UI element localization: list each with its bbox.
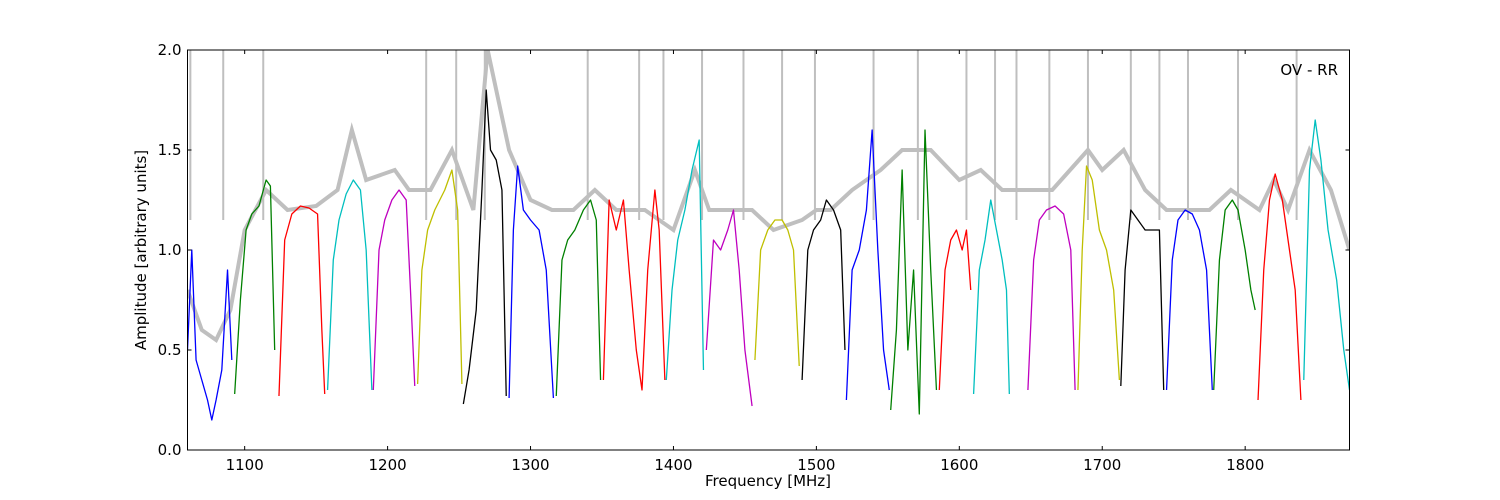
series-line-7 bbox=[462, 89, 507, 405]
x-tick-label: 1600 bbox=[940, 456, 978, 474]
series-line-14 bbox=[801, 199, 846, 381]
y-tick-label: 0.5 bbox=[158, 341, 182, 359]
x-axis-label: Frequency [MHz] bbox=[705, 472, 831, 490]
series-line-17 bbox=[938, 229, 972, 391]
series-line-24 bbox=[1257, 173, 1302, 401]
series-line-4 bbox=[326, 179, 373, 391]
series-line-22 bbox=[1165, 209, 1213, 391]
y-tick-label: 1.0 bbox=[158, 241, 182, 259]
axis-ticks: 1100 1200 1300 1400 1500 1600 1700 1800 0.0 0.5 1.… bbox=[158, 41, 1350, 474]
series-line-9 bbox=[555, 199, 602, 397]
series-line-11 bbox=[665, 139, 705, 381]
series-line-15 bbox=[845, 129, 890, 401]
y-tick-label: 2.0 bbox=[158, 41, 182, 59]
series-line-23 bbox=[1213, 199, 1256, 391]
series-line-25 bbox=[1303, 119, 1350, 391]
x-tick-label: 1200 bbox=[369, 456, 407, 474]
series-line-12 bbox=[705, 209, 753, 407]
y-tick-label: 0.0 bbox=[158, 441, 182, 459]
series-line-8 bbox=[508, 165, 555, 399]
x-tick-label: 1800 bbox=[1226, 456, 1264, 474]
annotation-label: OV - RR bbox=[1280, 61, 1338, 79]
y-tick-label: 1.5 bbox=[158, 141, 182, 159]
series-line-20 bbox=[1077, 165, 1121, 391]
x-tick-label: 1100 bbox=[226, 456, 264, 474]
x-tick-label: 1400 bbox=[654, 456, 692, 474]
series-line-21 bbox=[1120, 209, 1165, 391]
x-tick-label: 1300 bbox=[511, 456, 549, 474]
series-line-19 bbox=[1027, 205, 1076, 391]
series-line-13 bbox=[754, 219, 800, 367]
x-tick-label: 1700 bbox=[1083, 456, 1121, 474]
background-envelope-line bbox=[187, 50, 1350, 343]
series-line-16 bbox=[890, 129, 938, 415]
series-line-6 bbox=[416, 169, 463, 385]
series-line-5 bbox=[372, 189, 416, 391]
series-line-3 bbox=[278, 205, 326, 397]
series-line-1 bbox=[187, 249, 233, 421]
y-axis-label: Amplitude [arbitrary units] bbox=[132, 150, 150, 350]
x-tick-label: 1500 bbox=[797, 456, 835, 474]
series-line-18 bbox=[972, 199, 1010, 395]
plot-area bbox=[187, 50, 1350, 421]
series-line-10 bbox=[602, 189, 666, 391]
series-line-2 bbox=[234, 179, 276, 395]
